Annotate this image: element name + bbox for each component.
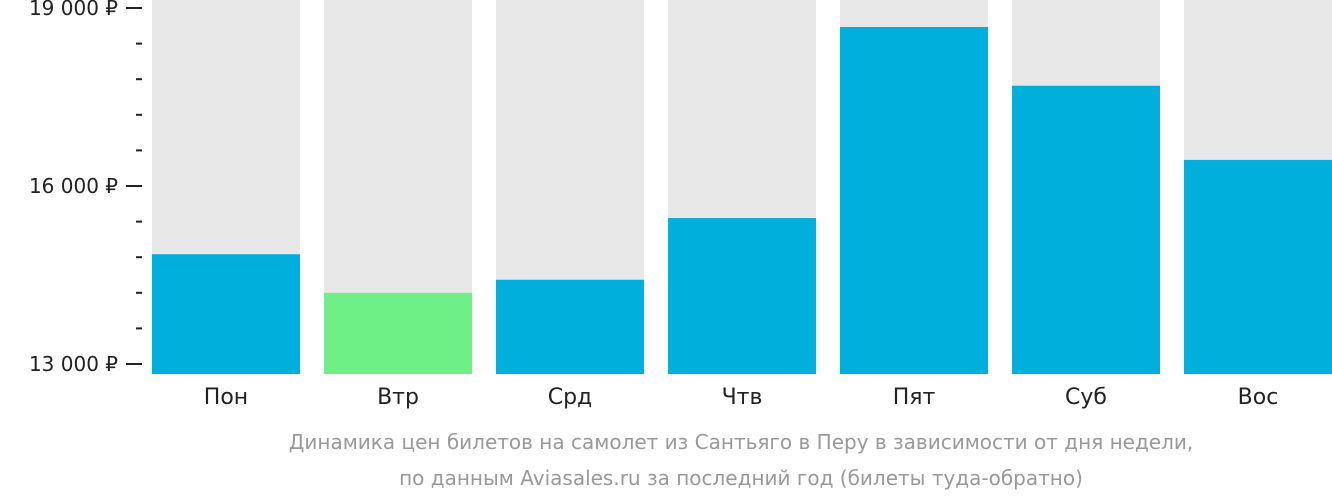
- y-tick-label: 19 000 ₽: [29, 0, 118, 20]
- bar-0: [152, 254, 300, 374]
- x-tick-label: Срд: [548, 385, 593, 410]
- bar-3: [668, 218, 816, 374]
- bar-5: [1012, 85, 1160, 374]
- chart-caption-line1: Динамика цен билетов на самолет из Санть…: [288, 430, 1194, 454]
- x-tick-label: Пят: [893, 385, 936, 410]
- bar-2: [496, 279, 644, 374]
- x-tick-label: Пон: [204, 385, 248, 410]
- chart-caption-line2: по данным Aviasales.ru за последний год …: [399, 466, 1083, 490]
- y-axis: 19 000 ₽ 16 000 ₽ 13 000 ₽: [29, 0, 142, 376]
- y-tick-label: 13 000 ₽: [29, 352, 118, 376]
- y-tick-label: 16 000 ₽: [29, 174, 118, 198]
- x-tick-label: Вос: [1238, 385, 1279, 410]
- bar-4: [840, 26, 988, 375]
- x-axis: Пон Втр Срд Чтв Пят Суб Вос: [204, 385, 1279, 410]
- x-tick-label: Втр: [377, 385, 419, 410]
- x-tick-label: Чтв: [722, 385, 763, 410]
- bar-6: [1184, 159, 1332, 374]
- bar-chart: 19 000 ₽ 16 000 ₽ 13 000 ₽ Пон Втр Срд Чтв Пят…: [29, 0, 1332, 410]
- bar-1: [324, 292, 472, 374]
- x-tick-label: Суб: [1065, 385, 1107, 410]
- bars: [152, 26, 1332, 375]
